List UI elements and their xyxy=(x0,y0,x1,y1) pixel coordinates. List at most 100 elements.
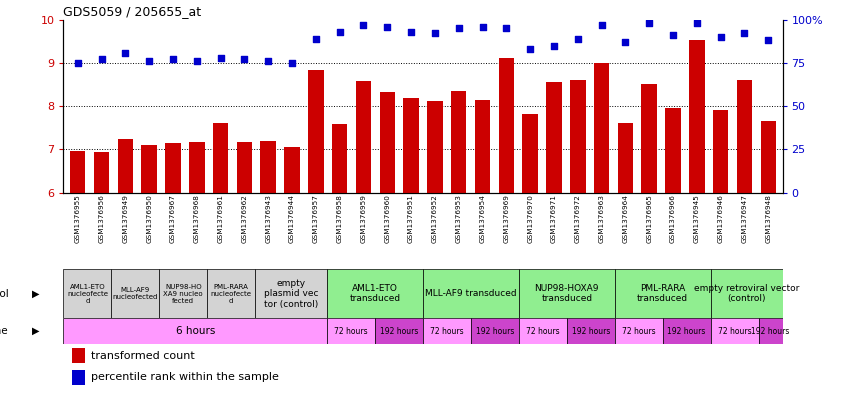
Point xyxy=(500,25,514,31)
Bar xyxy=(327,318,375,344)
Bar xyxy=(63,318,327,344)
Text: 72 hours: 72 hours xyxy=(430,327,464,336)
Bar xyxy=(519,269,615,318)
Bar xyxy=(63,269,112,318)
Bar xyxy=(94,151,109,193)
Point xyxy=(571,35,585,42)
Bar xyxy=(713,110,728,193)
Point xyxy=(547,42,561,49)
Point xyxy=(595,22,608,28)
Point xyxy=(285,60,299,66)
Point xyxy=(214,55,228,61)
Text: NUP98-HO
XA9 nucleo
fected: NUP98-HO XA9 nucleo fected xyxy=(163,284,203,304)
Text: 72 hours: 72 hours xyxy=(622,327,656,336)
Bar xyxy=(207,269,255,318)
Text: 192 hours: 192 hours xyxy=(751,327,790,336)
Bar xyxy=(213,123,228,193)
Text: protocol: protocol xyxy=(0,289,8,299)
Text: empty
plasmid vec
tor (control): empty plasmid vec tor (control) xyxy=(264,279,318,309)
Bar xyxy=(237,141,252,193)
Text: 6 hours: 6 hours xyxy=(176,326,215,336)
Bar xyxy=(70,151,85,193)
Text: AML1-ETO
nucleofecte
d: AML1-ETO nucleofecte d xyxy=(67,284,108,304)
Bar xyxy=(471,318,519,344)
Bar xyxy=(737,80,752,193)
Text: ▶: ▶ xyxy=(32,326,39,336)
Bar xyxy=(519,318,567,344)
Point xyxy=(475,24,489,30)
Bar xyxy=(380,92,395,193)
Text: 72 hours: 72 hours xyxy=(526,327,560,336)
Bar xyxy=(141,145,157,193)
Bar xyxy=(189,141,205,193)
Bar xyxy=(615,269,711,318)
Bar xyxy=(112,269,159,318)
Point xyxy=(690,20,704,26)
Text: PML-RARA
transduced: PML-RARA transduced xyxy=(637,284,689,303)
Text: percentile rank within the sample: percentile rank within the sample xyxy=(91,372,278,382)
Bar xyxy=(594,63,609,193)
Text: 192 hours: 192 hours xyxy=(667,327,706,336)
Bar xyxy=(165,143,181,193)
Bar xyxy=(423,318,471,344)
Text: 192 hours: 192 hours xyxy=(475,327,514,336)
Point xyxy=(452,25,465,31)
Bar xyxy=(523,114,538,193)
Text: 72 hours: 72 hours xyxy=(717,327,751,336)
Bar xyxy=(665,108,681,193)
Point xyxy=(166,56,179,62)
Point xyxy=(761,37,775,44)
Bar xyxy=(641,84,657,193)
Bar xyxy=(72,370,85,384)
Bar xyxy=(261,141,276,193)
Bar xyxy=(118,138,133,193)
Text: 72 hours: 72 hours xyxy=(334,327,368,336)
Point xyxy=(238,56,251,62)
Text: PML-RARA
nucleofecte
d: PML-RARA nucleofecte d xyxy=(211,284,252,304)
Bar xyxy=(475,99,491,193)
Point xyxy=(309,35,322,42)
Bar xyxy=(427,101,442,193)
Bar xyxy=(570,80,585,193)
Text: time: time xyxy=(0,326,8,336)
Bar xyxy=(451,91,466,193)
Point xyxy=(357,22,371,28)
Bar xyxy=(159,269,207,318)
Bar xyxy=(355,81,371,193)
Bar xyxy=(332,124,348,193)
Text: MLL-AF9 transduced: MLL-AF9 transduced xyxy=(426,289,517,298)
Text: NUP98-HOXA9
transduced: NUP98-HOXA9 transduced xyxy=(535,284,599,303)
Point xyxy=(95,56,108,62)
Bar xyxy=(662,318,711,344)
Point xyxy=(667,32,680,39)
Bar xyxy=(255,269,327,318)
Bar xyxy=(711,318,759,344)
Bar xyxy=(547,82,562,193)
Bar xyxy=(618,123,633,193)
Bar xyxy=(284,147,299,193)
Point xyxy=(71,60,85,66)
Text: 192 hours: 192 hours xyxy=(572,327,610,336)
Point xyxy=(381,24,394,30)
Point xyxy=(524,46,537,52)
Bar xyxy=(327,269,423,318)
Bar xyxy=(72,349,85,363)
Bar xyxy=(761,121,776,193)
Bar xyxy=(567,318,615,344)
Bar xyxy=(375,318,423,344)
Bar xyxy=(689,40,705,193)
Text: MLL-AF9
nucleofected: MLL-AF9 nucleofected xyxy=(113,287,158,300)
Bar xyxy=(423,269,519,318)
Point xyxy=(261,58,275,64)
Text: 192 hours: 192 hours xyxy=(380,327,418,336)
Bar xyxy=(404,98,419,193)
Text: transformed count: transformed count xyxy=(91,351,195,361)
Bar xyxy=(759,318,783,344)
Text: ▶: ▶ xyxy=(32,289,39,299)
Text: AML1-ETO
transduced: AML1-ETO transduced xyxy=(349,284,401,303)
Point xyxy=(118,50,132,56)
Bar xyxy=(615,318,662,344)
Point xyxy=(428,30,442,37)
Point xyxy=(142,58,156,64)
Point xyxy=(714,34,728,40)
